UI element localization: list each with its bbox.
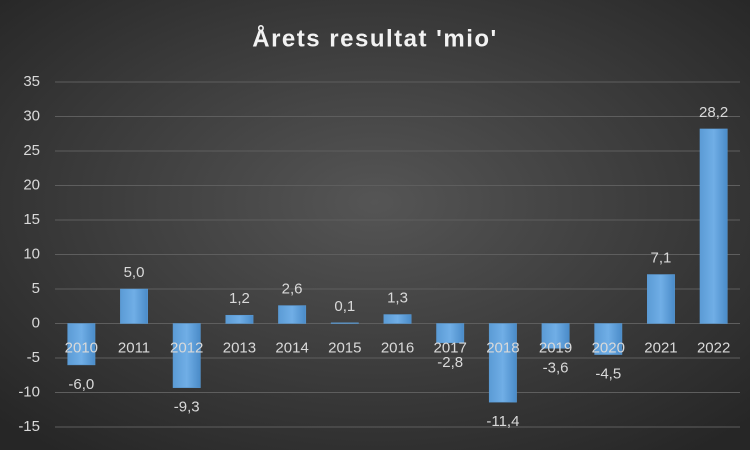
value-label: 7,1 [651, 249, 672, 266]
chart-title: Årets resultat 'mio' [252, 24, 497, 52]
y-tick-label: 15 [23, 211, 40, 228]
x-tick-label: 2015 [328, 339, 361, 356]
x-tick-label: 2012 [170, 339, 203, 356]
y-tick-label: -10 [18, 383, 40, 400]
value-label: -9,3 [174, 399, 200, 416]
x-tick-label: 2020 [592, 339, 625, 356]
bar [225, 314, 254, 324]
value-label: -6,0 [68, 376, 94, 393]
y-tick-label: 25 [23, 142, 40, 159]
x-tick-label: 2014 [275, 339, 308, 356]
x-tick-label: 2013 [223, 339, 256, 356]
bar [594, 323, 623, 355]
y-tick-label: 30 [23, 107, 40, 124]
y-tick-label: 10 [23, 245, 40, 262]
value-label: 5,0 [124, 264, 145, 281]
x-tick-label: 2017 [434, 339, 467, 356]
value-label: 28,2 [699, 104, 728, 121]
x-tick-label: 2018 [486, 339, 519, 356]
bar [383, 314, 412, 324]
x-tick-label: 2011 [118, 339, 150, 356]
bar [330, 322, 359, 324]
x-tick-label: 2010 [65, 339, 98, 356]
bar [278, 305, 307, 324]
value-label: -3,6 [543, 359, 569, 376]
x-tick-label: 2016 [381, 339, 414, 356]
bar [488, 323, 517, 403]
x-tick-label: 2019 [539, 339, 572, 356]
y-tick-label: 20 [23, 176, 40, 193]
value-label: 1,2 [229, 290, 250, 307]
bar [67, 323, 96, 366]
value-label: -11,4 [486, 413, 519, 430]
value-label: 1,3 [387, 289, 408, 306]
y-tick-label: -5 [27, 349, 40, 366]
value-label: -4,5 [595, 366, 621, 383]
y-tick-label: -15 [18, 418, 40, 435]
bar [647, 274, 675, 324]
bar [120, 288, 148, 324]
bar [699, 128, 728, 324]
value-label: -2,8 [437, 354, 463, 371]
y-tick-label: 35 [23, 73, 40, 90]
x-tick-label: 2022 [697, 339, 730, 356]
x-tick-label: 2021 [644, 339, 677, 356]
value-label: 2,6 [282, 281, 303, 298]
bar [436, 323, 465, 344]
value-label: 0,1 [334, 298, 355, 315]
bar [541, 323, 570, 349]
y-tick-label: 0 [32, 314, 40, 331]
bar [172, 323, 201, 388]
y-tick-label: 5 [32, 280, 40, 297]
